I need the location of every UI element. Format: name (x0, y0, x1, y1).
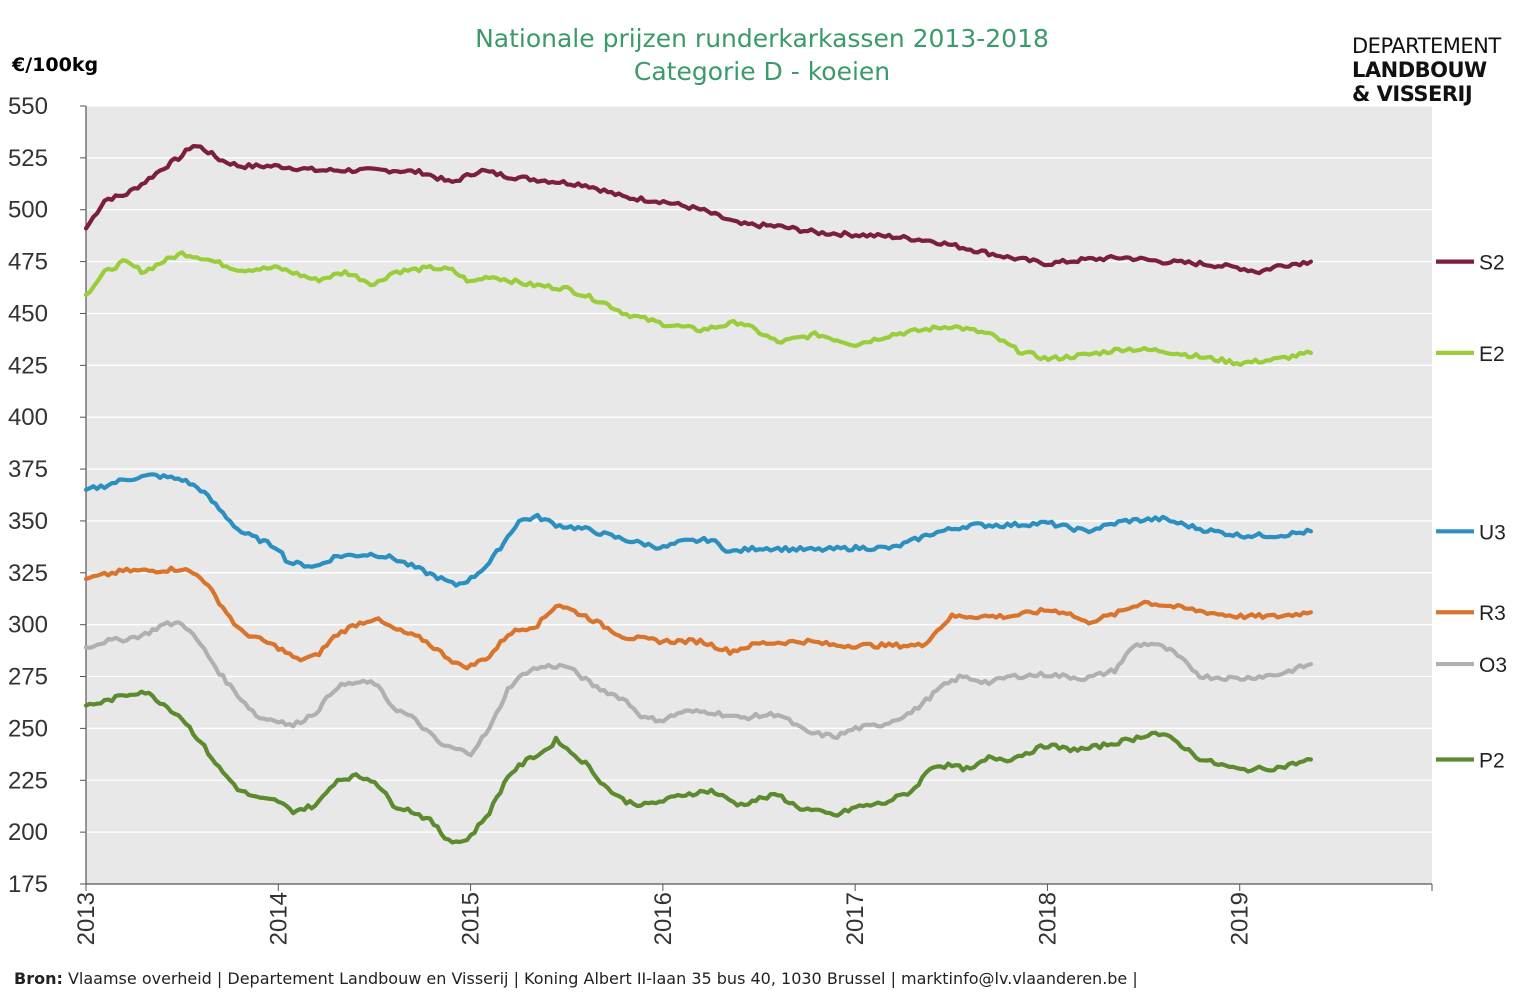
x-tick-label: 2019 (1227, 892, 1254, 945)
chart-title-line2: Categorie D - koeien (633, 57, 891, 86)
source-text: Vlaamse overheid | Departement Landbouw … (67, 969, 1138, 988)
gridlines (86, 105, 1432, 833)
y-tick-label: 500 (8, 197, 48, 224)
y-tick-label: 375 (8, 456, 48, 483)
series-line-p2 (83, 689, 1314, 845)
plot-area (86, 106, 1432, 884)
y-axis: 175 200 225 250 275 300 325 350 375 400 425 450 475 5… (8, 93, 87, 898)
legend-label-o3: O3 (1479, 654, 1507, 677)
legend-label-r3: R3 (1479, 602, 1506, 625)
logo-line2: LANDBOUW (1352, 58, 1487, 82)
legend-label-u3: U3 (1479, 521, 1506, 544)
legend-label-s2: S2 (1479, 252, 1505, 275)
series-line-r3 (83, 565, 1314, 671)
series-lines (83, 144, 1314, 845)
y-tick-label: 350 (8, 508, 48, 535)
x-tick-label: 2016 (650, 892, 677, 945)
y-tick-label: 475 (8, 249, 48, 276)
legend-label-e2: E2 (1479, 343, 1505, 366)
series-line-o3 (83, 620, 1314, 758)
department-logo: DEPARTEMENT LANDBOUW & VISSERIJ (1352, 34, 1501, 106)
y-tick-label: 300 (8, 612, 48, 639)
y-axis-unit-label: €/100kg (12, 54, 99, 76)
y-tick-label: 550 (8, 93, 48, 120)
source-footer: Bron: Vlaamse overheid | Departement Lan… (14, 969, 1138, 988)
y-tick-label: 225 (8, 767, 48, 794)
y-tick-label: 325 (8, 560, 48, 587)
series-line-u3 (83, 472, 1314, 588)
x-tick-label: 2018 (1034, 892, 1061, 945)
chart-title: Nationale prijzen runderkarkassen 2013-2… (0, 22, 1524, 88)
series-line-s2 (83, 144, 1314, 276)
x-tick-label: 2014 (265, 892, 292, 945)
legend-label-p2: P2 (1479, 750, 1505, 773)
source-label: Bron: (14, 969, 63, 988)
x-tick-label: 2015 (458, 892, 485, 945)
x-tick-label: 2017 (842, 892, 869, 945)
y-tick-label: 450 (8, 300, 48, 327)
logo-line3: & VISSERIJ (1352, 82, 1473, 106)
y-tick-label: 400 (8, 404, 48, 431)
x-axis: 2013 2014 2015 2016 2017 2018 2019 (73, 883, 1433, 945)
series-line-e2 (83, 250, 1314, 367)
chart-title-line1: Nationale prijzen runderkarkassen 2013-2… (475, 24, 1049, 53)
logo-line1: DEPARTEMENT (1352, 34, 1501, 58)
y-tick-label: 525 (8, 145, 48, 172)
y-tick-label: 200 (8, 819, 48, 846)
y-tick-label: 250 (8, 715, 48, 742)
y-tick-label: 275 (8, 664, 48, 691)
y-tick-label: 425 (8, 352, 48, 379)
y-tick-label: 175 (8, 871, 48, 898)
x-tick-label: 2013 (73, 892, 100, 945)
legend: S2 E2 U3 R3 O3 P2 (1436, 252, 1507, 773)
